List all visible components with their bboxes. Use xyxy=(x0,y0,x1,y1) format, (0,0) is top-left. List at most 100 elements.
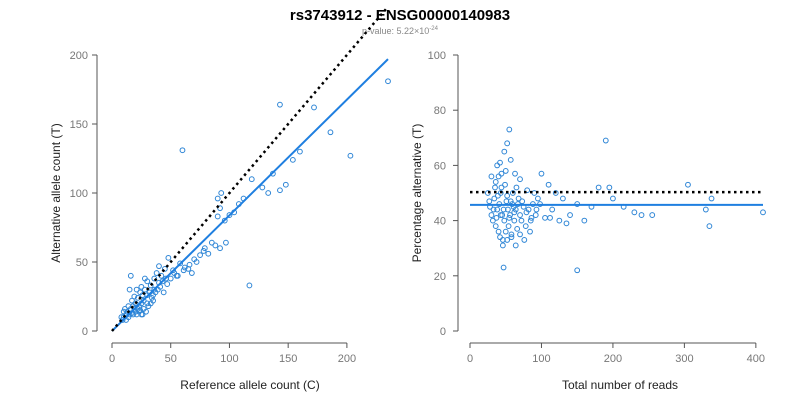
right-data-point xyxy=(649,212,656,218)
right-data-point xyxy=(503,198,510,205)
left-data-point xyxy=(205,250,212,257)
right-data-point xyxy=(497,159,503,166)
left-y-tick-label: 150 xyxy=(70,119,88,131)
right-data-point xyxy=(567,212,573,218)
left-data-point xyxy=(153,270,160,276)
right-x-axis-title: Total number of reads xyxy=(562,378,678,392)
left-data-point xyxy=(129,297,135,304)
right-data-point xyxy=(486,198,493,205)
left-data-point xyxy=(212,242,219,249)
right-data-point xyxy=(500,206,507,213)
left-data-point xyxy=(137,289,144,296)
left-data-point xyxy=(214,213,221,220)
right-data-point xyxy=(507,156,514,163)
left-data-point xyxy=(282,181,289,188)
right-data-point xyxy=(504,192,511,199)
left-data-point xyxy=(385,78,391,85)
left-data-point xyxy=(214,195,221,202)
right-data-point xyxy=(545,181,552,188)
left-fit-line xyxy=(111,58,389,332)
right-data-point xyxy=(708,195,715,202)
left-panel-plot: 0 50 100 150 200 0 50 100 150 200 Reference allele… xyxy=(49,5,391,392)
right-data-point xyxy=(492,184,498,191)
right-data-point xyxy=(495,228,502,235)
left-data-point xyxy=(151,275,158,282)
right-data-point xyxy=(492,223,499,230)
left-data-point xyxy=(188,270,195,276)
right-data-point xyxy=(606,184,613,191)
pvalue-subtitle: p-value: 5.22×10-24 xyxy=(362,26,439,36)
left-y-tick-label: 100 xyxy=(70,188,88,200)
left-data-point xyxy=(164,281,171,287)
right-data-point xyxy=(532,212,539,218)
right-data-point xyxy=(511,209,518,216)
left-y-axis-title: Alternative allele count (T) xyxy=(49,123,63,262)
right-data-point xyxy=(504,237,511,243)
left-data-point xyxy=(186,261,193,268)
left-data-point xyxy=(160,289,167,296)
left-data-point xyxy=(327,129,334,136)
right-data-point xyxy=(556,217,563,224)
right-data-point xyxy=(502,228,509,235)
right-data-point xyxy=(488,173,495,180)
right-data-point xyxy=(501,217,508,224)
left-data-point xyxy=(165,254,172,261)
right-data-point xyxy=(702,206,709,213)
right-data-point xyxy=(517,231,523,238)
left-data-point xyxy=(201,245,208,252)
right-data-point xyxy=(560,195,566,202)
right-data-point xyxy=(514,225,521,232)
left-y-tick-label: 50 xyxy=(76,257,88,269)
right-x-tick-label: 300 xyxy=(675,353,693,365)
right-x-tick-label: 100 xyxy=(532,353,550,365)
left-data-point xyxy=(156,263,162,270)
right-data-point xyxy=(521,237,528,243)
right-data-point xyxy=(515,195,522,202)
right-data-point xyxy=(489,217,496,224)
left-data-point xyxy=(131,293,138,300)
right-y-tick-label: 20 xyxy=(434,271,446,283)
right-data-point xyxy=(533,206,540,213)
right-data-point xyxy=(509,190,516,196)
right-data-point xyxy=(511,217,518,224)
right-data-point xyxy=(602,137,609,144)
left-data-point xyxy=(120,308,127,315)
left-data-point xyxy=(226,212,233,218)
right-data-point xyxy=(524,187,531,194)
right-data-point xyxy=(505,223,512,230)
right-data-point xyxy=(547,214,553,221)
right-data-point xyxy=(495,173,502,180)
right-data-point xyxy=(631,209,638,216)
right-data-point xyxy=(494,162,501,169)
right-data-point xyxy=(502,168,509,174)
right-x-tick-label: 200 xyxy=(604,353,622,365)
right-data-point xyxy=(513,184,520,191)
right-data-point xyxy=(527,228,533,235)
left-data-point xyxy=(137,307,144,314)
left-data-point xyxy=(181,264,188,271)
right-y-tick-label: 80 xyxy=(434,105,446,117)
left-data-point xyxy=(218,190,225,196)
left-data-point xyxy=(221,217,228,224)
left-y-tick-label: 0 xyxy=(82,326,88,338)
right-data-point xyxy=(491,195,498,202)
left-x-axis-title: Reference allele count (C) xyxy=(180,378,319,392)
right-data-point xyxy=(504,140,511,147)
left-data-point xyxy=(143,308,149,315)
left-reference-line xyxy=(111,5,389,332)
left-x-tick-label: 200 xyxy=(338,353,356,365)
right-x-tick-label: 400 xyxy=(747,353,765,365)
left-data-point xyxy=(133,286,140,293)
right-y-tick-label: 0 xyxy=(440,326,446,338)
right-data-point xyxy=(512,170,518,177)
left-data-point xyxy=(265,190,272,196)
left-data-point xyxy=(144,300,151,307)
left-data-point xyxy=(297,148,303,155)
left-x-tick-label: 150 xyxy=(279,353,297,365)
left-data-point xyxy=(151,286,158,293)
left-data-point xyxy=(122,306,128,312)
left-data-point xyxy=(217,245,223,252)
right-x-tick-label: 0 xyxy=(467,353,473,365)
right-y-axis-title: Percentage alternative (T) xyxy=(410,124,424,263)
left-data-point xyxy=(259,184,266,191)
